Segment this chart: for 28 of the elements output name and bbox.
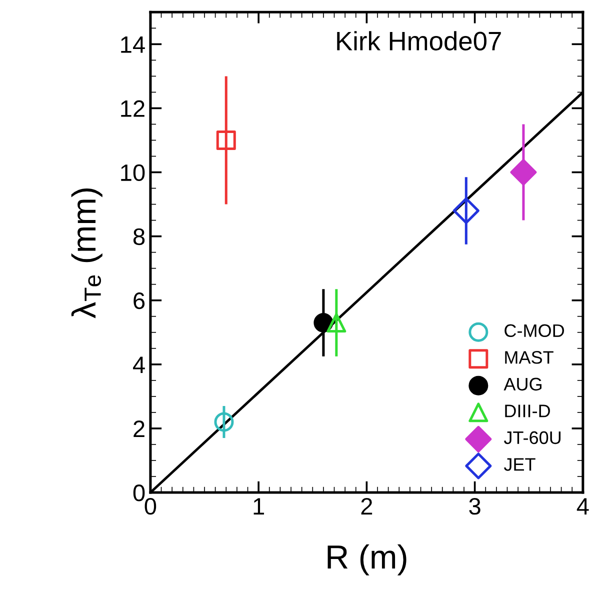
- legend-label: MAST: [505, 351, 554, 364]
- y-tick-label: 0: [133, 484, 145, 502]
- legend-label: DIII-D: [505, 404, 550, 418]
- point: [326, 313, 346, 333]
- point: [216, 130, 236, 150]
- legend-label: C-MOD: [504, 324, 564, 338]
- x-tick-label: 2: [361, 498, 372, 514]
- y-tick-label: 14: [121, 36, 145, 53]
- y-tick-label: 6: [134, 292, 145, 310]
- x-tick-label: 1: [254, 498, 264, 514]
- annotation: Kirk Hmode07: [337, 31, 501, 50]
- x-tick-label: 4: [576, 498, 589, 514]
- point: [510, 158, 537, 186]
- point: [214, 412, 234, 432]
- legend-label: AUG: [504, 378, 542, 391]
- point: [314, 313, 334, 333]
- x-tick-label: 0: [144, 498, 156, 515]
- legend-label: JET: [504, 458, 536, 471]
- x-tick-label: 3: [469, 498, 480, 515]
- y-tick-label: 10: [121, 164, 145, 182]
- y-axis-title: λ$_{Te}$ (mm): [71, 188, 102, 318]
- legend-label: JT-60U: [504, 431, 560, 444]
- y-tick-label: 2: [134, 420, 144, 437]
- x-axis-title: R (m): [328, 544, 406, 576]
- y-tick-label: 12: [121, 100, 144, 117]
- y-tick-label: 8: [133, 228, 145, 246]
- y-tick-label: 4: [133, 356, 145, 373]
- point: [452, 197, 480, 224]
